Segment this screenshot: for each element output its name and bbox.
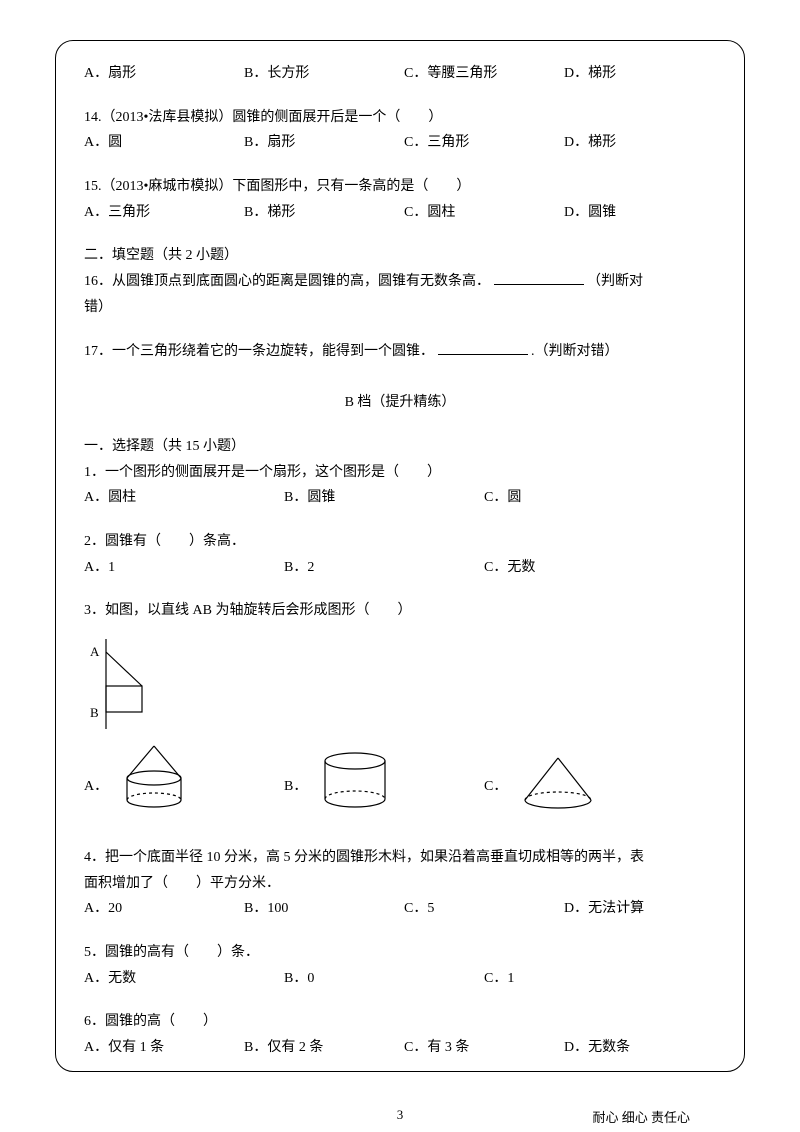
- page-border: A．扇形 B．长方形 C．等腰三角形 D．梯形 14.（2013•法库县模拟）圆…: [55, 40, 745, 1072]
- q14-opt-a: A．圆: [84, 132, 244, 154]
- b5-opt-b: B．0: [284, 968, 484, 990]
- b1-options: A．圆柱 B．圆锥 C．圆: [84, 487, 716, 509]
- b4-stem: 4．把一个底面半径 10 分米，高 5 分米的圆锥形木料，如果沿着高垂直切成相等…: [84, 847, 716, 869]
- q17: 17．一个三角形绕着它的一条边旋转，能得到一个圆锥． .（判断对错）: [84, 341, 716, 363]
- q15-opt-b: B．梯形: [244, 202, 404, 224]
- b5-stem: 5．圆锥的高有（ ）条．: [84, 942, 716, 964]
- q16-text-b: （判断对: [587, 274, 643, 289]
- b2-options: A．1 B．2 C．无数: [84, 557, 716, 579]
- b4-stem2: 面积增加了（ ）平方分米．: [84, 873, 716, 895]
- q14-options: A．圆 B．扇形 C．三角形 D．梯形: [84, 132, 716, 154]
- section-b-header: B 档（提升精练）: [84, 392, 716, 414]
- q15-options: A．三角形 B．梯形 C．圆柱 D．圆锥: [84, 202, 716, 224]
- q16-blank[interactable]: [494, 271, 584, 285]
- q16-cont: 错）: [84, 297, 716, 319]
- svg-text:B: B: [90, 705, 99, 720]
- secB-choice-header: 一．选择题（共 15 小题）: [84, 436, 716, 458]
- q16-text-a: 16．从圆锥顶点到底面圆心的距离是圆锥的高，圆锥有无数条高．: [84, 274, 490, 289]
- b2-opt-b: B．2: [284, 557, 484, 579]
- b3-opt-a: A．: [84, 775, 108, 795]
- b3-fig-a: [114, 740, 194, 815]
- b3-stem-figure: A B: [84, 634, 716, 734]
- b3-opt-b: B．: [284, 775, 307, 795]
- b1-opt-b: B．圆锥: [284, 487, 484, 509]
- secA-fill-header: 二．填空题（共 2 小题）: [84, 245, 716, 267]
- b6-stem: 6．圆锥的高（ ）: [84, 1011, 716, 1033]
- q17-blank[interactable]: [438, 341, 528, 355]
- b3-fig-b: [313, 745, 398, 815]
- b2-opt-a: A．1: [84, 557, 284, 579]
- b4-opt-c: C．5: [404, 898, 564, 920]
- svg-text:A: A: [90, 644, 100, 659]
- q13-opt-b: B．长方形: [244, 63, 404, 85]
- q13-opt-a: A．扇形: [84, 63, 244, 85]
- b3-opt-c: C．: [484, 775, 507, 795]
- q15-opt-c: C．圆柱: [404, 202, 564, 224]
- b6-options: A．仅有 1 条 B．仅有 2 条 C．有 3 条 D．无数条: [84, 1037, 716, 1059]
- b4-opt-d: D．无法计算: [564, 898, 694, 920]
- b4-options: A．20 B．100 C．5 D．无法计算: [84, 898, 716, 920]
- q15-opt-d: D．圆锥: [564, 202, 694, 224]
- q17-text-b: .（判断对错）: [531, 344, 619, 359]
- b6-opt-d: D．无数条: [564, 1037, 694, 1059]
- q13-opt-d: D．梯形: [564, 63, 694, 85]
- q13-options: A．扇形 B．长方形 C．等腰三角形 D．梯形: [84, 63, 716, 85]
- q14-opt-b: B．扇形: [244, 132, 404, 154]
- b3-fig-c: [513, 750, 603, 815]
- q15-stem: 15.（2013•麻城市模拟）下面图形中，只有一条高的是（ ）: [84, 176, 716, 198]
- b2-stem: 2．圆锥有（ ）条高．: [84, 531, 716, 553]
- b1-opt-a: A．圆柱: [84, 487, 284, 509]
- b3-options: A． B． C．: [84, 740, 716, 815]
- q13-opt-c: C．等腰三角形: [404, 63, 564, 85]
- q16: 16．从圆锥顶点到底面圆心的距离是圆锥的高，圆锥有无数条高． （判断对: [84, 271, 716, 293]
- q14-opt-d: D．梯形: [564, 132, 694, 154]
- q14-opt-c: C．三角形: [404, 132, 564, 154]
- page-number: 3: [397, 1107, 404, 1123]
- q15-opt-a: A．三角形: [84, 202, 244, 224]
- q14-stem: 14.（2013•法库县模拟）圆锥的侧面展开后是一个（ ）: [84, 107, 716, 129]
- b4-opt-b: B．100: [244, 898, 404, 920]
- b5-options: A．无数 B．0 C．1: [84, 968, 716, 990]
- b5-opt-c: C．1: [484, 968, 684, 990]
- footer-motto: 耐心 细心 责任心: [592, 1107, 690, 1126]
- b1-stem: 1．一个图形的侧面展开是一个扇形，这个图形是（ ）: [84, 462, 716, 484]
- b5-opt-a: A．无数: [84, 968, 284, 990]
- b3-stem: 3．如图，以直线 AB 为轴旋转后会形成图形（ ）: [84, 600, 716, 622]
- b2-opt-c: C．无数: [484, 557, 684, 579]
- b6-opt-c: C．有 3 条: [404, 1037, 564, 1059]
- b1-opt-c: C．圆: [484, 487, 684, 509]
- q17-text-a: 17．一个三角形绕着它的一条边旋转，能得到一个圆锥．: [84, 344, 434, 359]
- b4-opt-a: A．20: [84, 898, 244, 920]
- b6-opt-b: B．仅有 2 条: [244, 1037, 404, 1059]
- b6-opt-a: A．仅有 1 条: [84, 1037, 244, 1059]
